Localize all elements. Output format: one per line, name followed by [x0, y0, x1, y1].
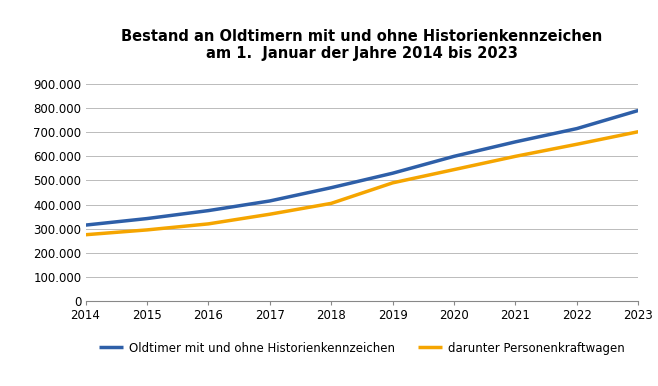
darunter Personenkraftwagen [389, 181, 397, 185]
Oldtimer mit und ohne Historienkennzeichen [389, 171, 397, 176]
darunter Personenkraftwagen [634, 129, 642, 134]
Oldtimer mit und ohne Historienkennzeichen [634, 108, 642, 113]
Oldtimer mit und ohne Historienkennzeichen [266, 199, 274, 203]
Line: Oldtimer mit und ohne Historienkennzeichen: Oldtimer mit und ohne Historienkennzeich… [86, 110, 638, 225]
Oldtimer mit und ohne Historienkennzeichen [327, 185, 335, 190]
Oldtimer mit und ohne Historienkennzeichen [205, 208, 213, 213]
darunter Personenkraftwagen [327, 201, 335, 206]
darunter Personenkraftwagen [450, 167, 458, 172]
darunter Personenkraftwagen [511, 154, 519, 159]
darunter Personenkraftwagen [82, 232, 89, 237]
Line: darunter Personenkraftwagen: darunter Personenkraftwagen [86, 132, 638, 235]
Oldtimer mit und ohne Historienkennzeichen [82, 223, 89, 227]
darunter Personenkraftwagen [573, 142, 581, 147]
Legend: Oldtimer mit und ohne Historienkennzeichen, darunter Personenkraftwagen: Oldtimer mit und ohne Historienkennzeich… [99, 342, 624, 355]
Oldtimer mit und ohne Historienkennzeichen [573, 126, 581, 131]
Oldtimer mit und ohne Historienkennzeichen [511, 140, 519, 144]
Title: Bestand an Oldtimern mit und ohne Historienkennzeichen
am 1.  Januar der Jahre 2: Bestand an Oldtimern mit und ohne Histor… [121, 29, 603, 61]
darunter Personenkraftwagen [143, 228, 151, 232]
darunter Personenkraftwagen [205, 222, 213, 226]
Oldtimer mit und ohne Historienkennzeichen [450, 154, 458, 159]
darunter Personenkraftwagen [266, 212, 274, 217]
Oldtimer mit und ohne Historienkennzeichen [143, 216, 151, 221]
